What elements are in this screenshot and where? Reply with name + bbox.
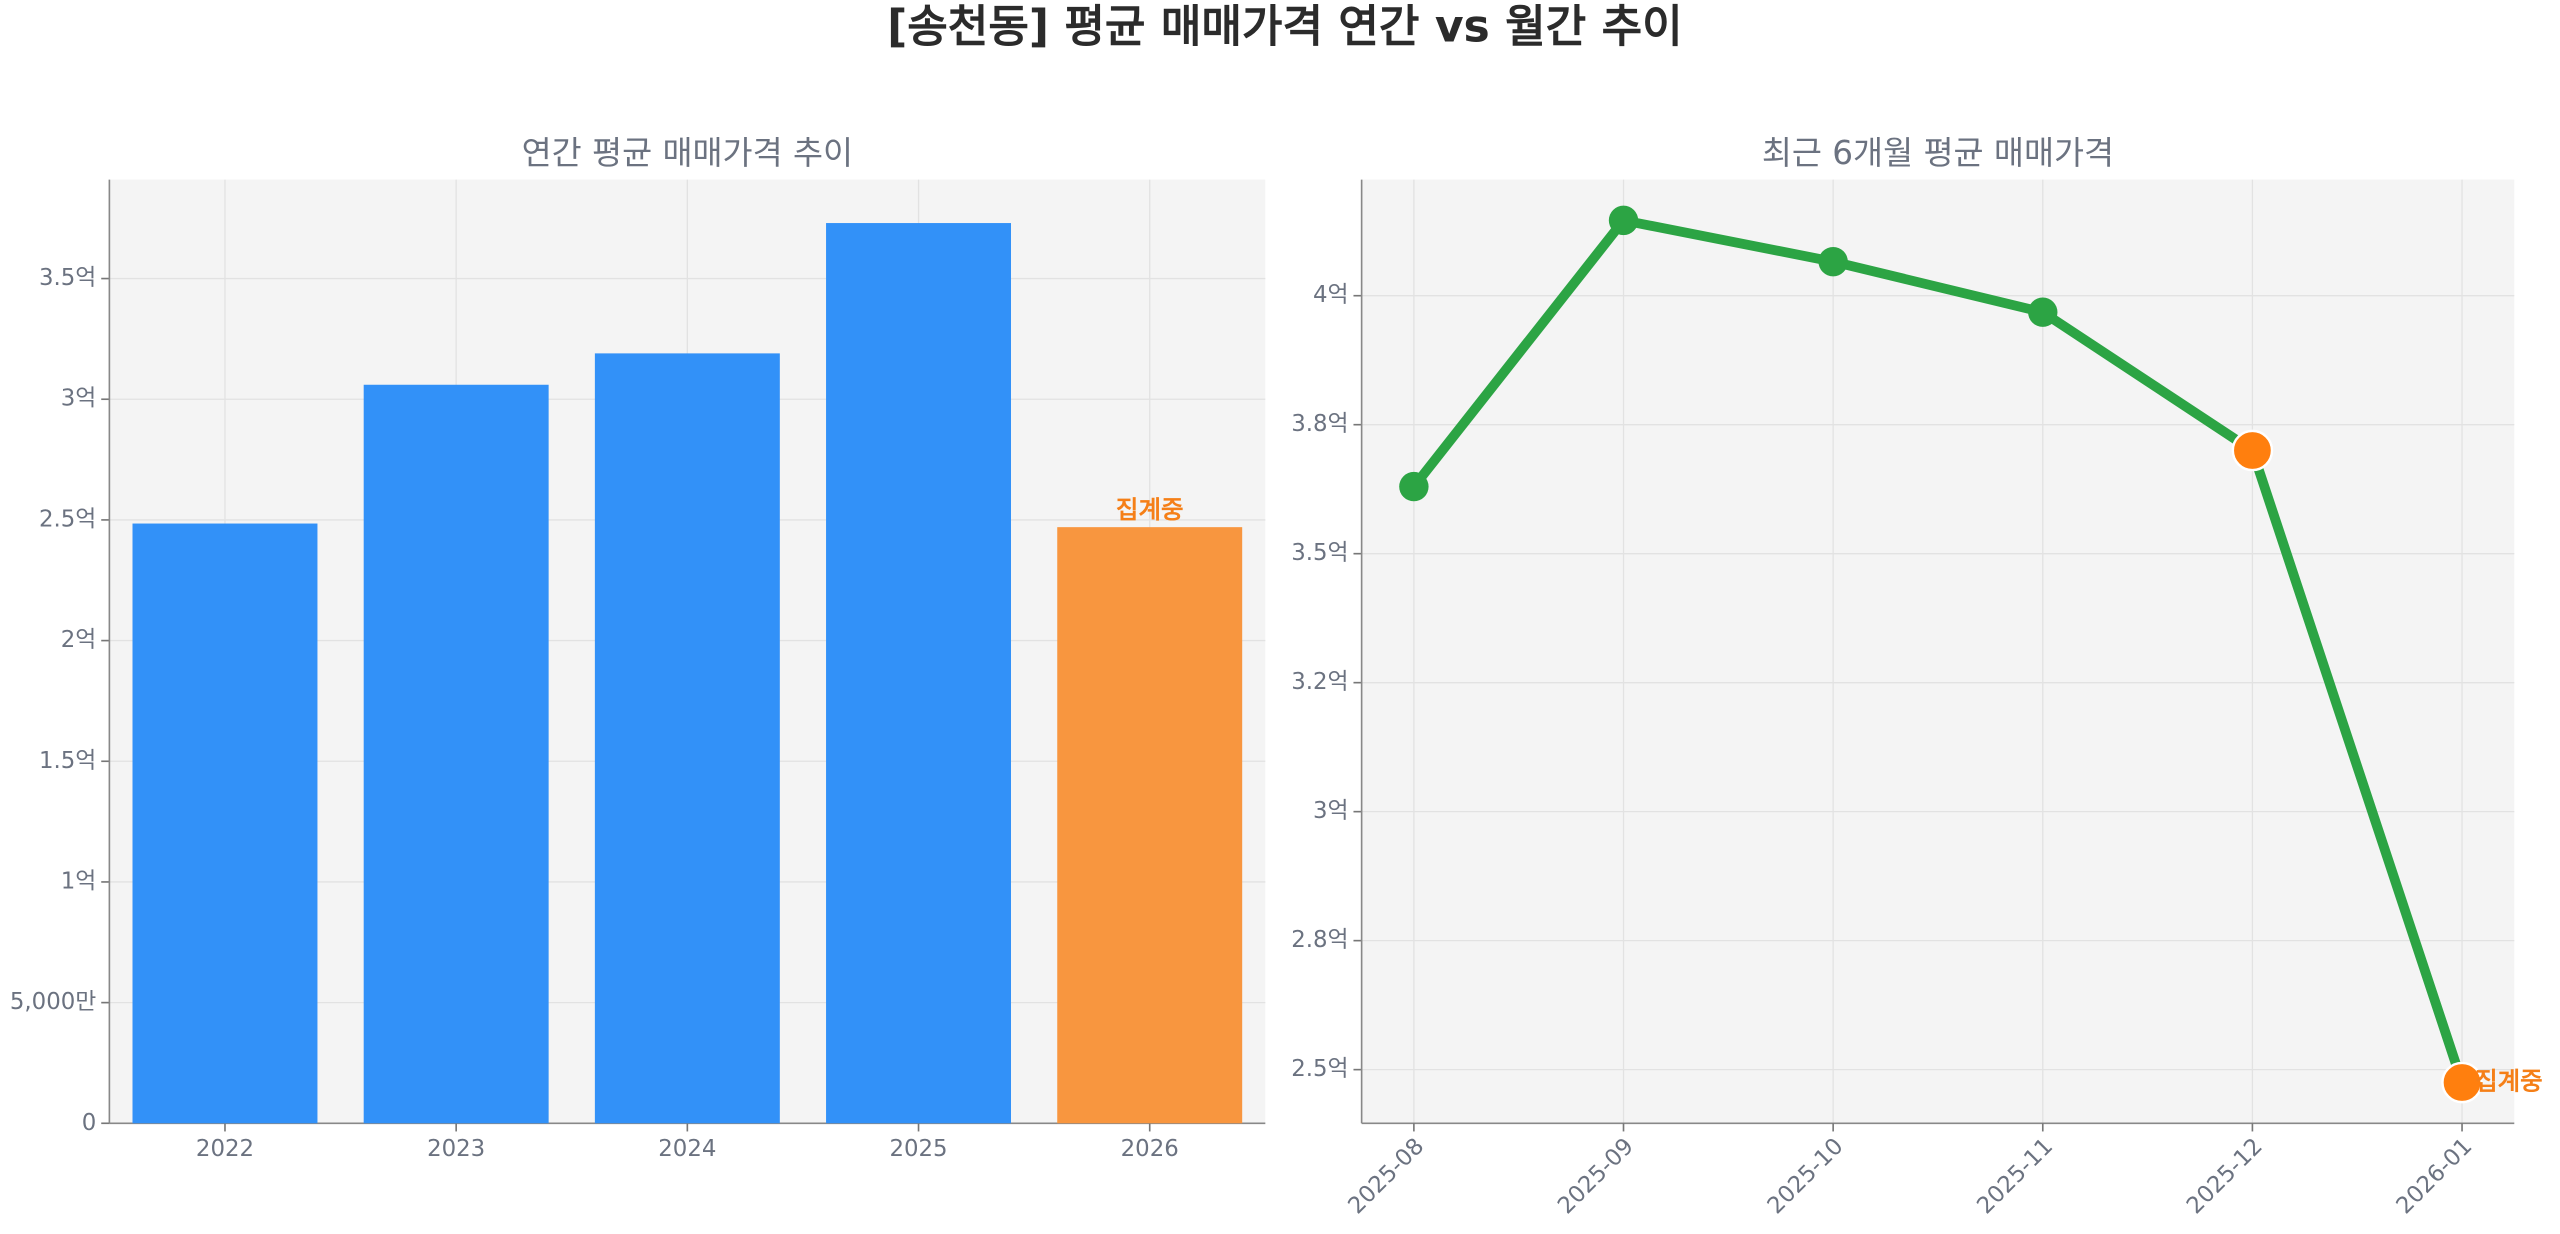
- bar: [826, 223, 1012, 1124]
- x-tick-label: 2025-08: [1343, 1133, 1429, 1219]
- annotation: 집계중: [1116, 495, 1184, 524]
- y-tick-label: 5,000만: [10, 989, 96, 1015]
- y-tick-label: 3.2억: [1291, 669, 1348, 695]
- x-tick-label: 2025-11: [1972, 1133, 2058, 1219]
- x-tick-label: 2022: [196, 1136, 254, 1162]
- x-tick-label: 2024: [658, 1136, 716, 1162]
- y-tick-label: 3억: [1313, 798, 1349, 824]
- y-tick-label: 3.8억: [1291, 411, 1348, 437]
- point: [2441, 1061, 2483, 1104]
- y-tick-label: 2.5억: [39, 506, 96, 532]
- line: [1410, 215, 2467, 1085]
- y-tick-label: 3억: [61, 386, 97, 412]
- y-tick-label: 3.5억: [39, 265, 96, 291]
- y-tick-label: 0: [82, 1110, 97, 1136]
- page-title: [송천동] 평균 매매가격 연간 vs 월간 추이: [887, 1, 1683, 52]
- chart-title: 연간 평균 매매가격 추이: [522, 134, 853, 172]
- bar: [132, 523, 318, 1124]
- x-tick-label: 2025-09: [1553, 1133, 1639, 1219]
- x-tick-label: 2026-01: [2392, 1133, 2478, 1219]
- y-tick-label: 2.8억: [1291, 927, 1348, 953]
- y-tick-label: 4억: [1313, 282, 1349, 308]
- point: [1608, 205, 1639, 236]
- x-tick-label: 2025: [889, 1136, 947, 1162]
- bar: [594, 353, 780, 1124]
- plot-background: [1361, 179, 2515, 1124]
- chart-title: 최근 6개월 평균 매매가격: [1762, 134, 2114, 172]
- point: [1399, 471, 1429, 502]
- y-tick-label: 2억: [61, 627, 97, 653]
- y-tick-label: 1.5억: [39, 748, 96, 774]
- annotation: 집계중: [2475, 1067, 2543, 1096]
- bar: [363, 384, 549, 1124]
- y-tick-label: 1억: [61, 868, 97, 894]
- y-tick-label: 3.5억: [1291, 540, 1348, 566]
- x-tick-label: 2023: [427, 1136, 485, 1162]
- x-tick-label: 2026: [1121, 1136, 1179, 1162]
- bar: [1057, 527, 1243, 1124]
- point: [2231, 429, 2274, 472]
- x-tick-label: 2025-10: [1763, 1133, 1849, 1219]
- x-tick-label: 2025-12: [2182, 1133, 2268, 1219]
- point: [2028, 297, 2058, 327]
- y-tick-label: 2.5억: [1291, 1056, 1348, 1082]
- point: [1818, 246, 1848, 277]
